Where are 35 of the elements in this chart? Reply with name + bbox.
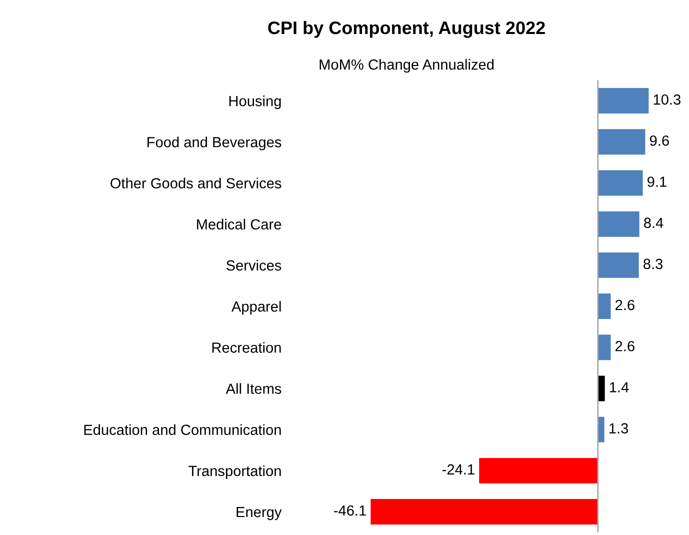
bar: [370, 499, 598, 525]
y-tick-label: Other Goods and Services: [110, 178, 282, 188]
data-label: 9.6: [650, 135, 669, 146]
y-tick-label: Housing: [229, 96, 281, 110]
bar: [598, 334, 611, 360]
y-tick-label: Food and Beverages: [148, 136, 282, 150]
y-tick-label: Services: [226, 260, 282, 271]
bar: [598, 170, 643, 196]
chart-title: CPI by Component, August 2022: [268, 20, 545, 38]
y-tick-label: Transportation: [188, 465, 281, 479]
y-tick-label: Recreation: [212, 342, 281, 353]
y-tick-label: Energy: [236, 507, 282, 520]
bar: [598, 416, 604, 442]
data-label: 8.3: [644, 258, 663, 270]
y-tick-label: Education and Communication: [84, 424, 281, 436]
data-label: 9.1: [648, 176, 666, 187]
data-label: -24.1: [442, 464, 474, 474]
chart-subtitle: MoM% Change Annualized: [320, 59, 494, 73]
data-label: 2.6: [616, 300, 634, 310]
bar: [598, 129, 646, 155]
bar: [598, 376, 605, 402]
bar: [598, 88, 649, 114]
y-tick-label: All Items: [226, 383, 282, 394]
data-label: 1.3: [609, 423, 628, 434]
bar: [598, 294, 611, 320]
y-tick-label: Medical Care: [197, 218, 282, 230]
data-label: 1.4: [610, 382, 629, 392]
data-label: 2.6: [616, 340, 634, 352]
y-tick-label: Apparel: [231, 301, 281, 315]
bar: [598, 252, 639, 278]
bar: [598, 211, 640, 237]
data-label: -46.1: [334, 505, 366, 516]
data-label: 10.3: [654, 94, 680, 105]
data-label: 8.4: [644, 218, 664, 228]
bar: [479, 458, 598, 484]
